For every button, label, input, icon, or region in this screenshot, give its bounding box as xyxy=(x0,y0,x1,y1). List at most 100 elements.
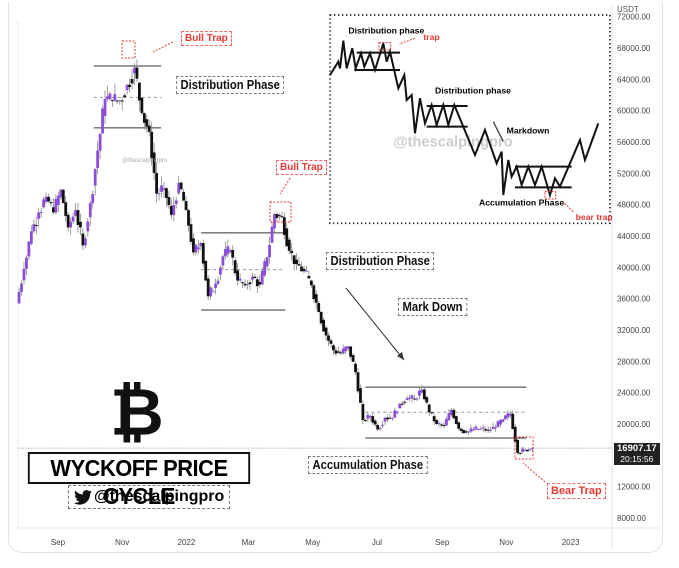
candle-body xyxy=(422,389,426,400)
candle-body xyxy=(108,93,112,100)
candle-body xyxy=(263,261,267,276)
twitter-handle-text: @thescalpingpro xyxy=(94,488,225,505)
candle-body xyxy=(314,294,318,303)
candle-body xyxy=(145,119,149,127)
candle-body xyxy=(106,96,109,99)
candle-body xyxy=(278,215,281,217)
candle-body xyxy=(430,412,434,414)
candle-body xyxy=(128,84,131,88)
candle-body xyxy=(462,429,466,434)
candle-body xyxy=(125,84,129,91)
candle-body xyxy=(341,348,345,354)
candle-body xyxy=(133,67,136,74)
candle-body xyxy=(403,401,407,403)
candle-body xyxy=(513,426,517,442)
inset-bear-trap-label: bear trap xyxy=(576,212,613,222)
candle-body xyxy=(521,448,524,452)
candle-body xyxy=(83,238,87,246)
candle-body xyxy=(503,415,507,420)
candle-body xyxy=(150,131,154,159)
candle-body xyxy=(118,100,122,102)
candle-body xyxy=(528,449,532,451)
y-tick-label: 64000.00 xyxy=(617,75,651,84)
candle-body xyxy=(98,133,102,151)
candle-body xyxy=(408,397,411,399)
candle-body xyxy=(445,419,448,426)
inset-watermark: @thescalpingpro xyxy=(393,135,512,151)
arrow-bull-trap-1 xyxy=(152,41,174,53)
candle-body xyxy=(74,210,77,216)
candle-body xyxy=(96,150,100,169)
candle-body xyxy=(174,200,178,205)
candle-body xyxy=(489,429,493,431)
y-tick-label: 28000.00 xyxy=(617,357,651,366)
candle-body xyxy=(162,188,166,191)
candle-body xyxy=(383,417,387,422)
chart-title: WYCKOFF PRICE CYCLE xyxy=(27,452,251,509)
candle-body xyxy=(425,397,429,403)
candle-body xyxy=(233,260,237,274)
x-tick-label: 2023 xyxy=(562,538,580,547)
candle-body xyxy=(376,425,380,430)
distribution-phase-label-1: Distribution Phase xyxy=(176,76,285,94)
candle-body xyxy=(297,264,301,266)
candle-body xyxy=(231,250,235,258)
candle-body xyxy=(305,270,308,272)
candle-body xyxy=(155,173,158,194)
x-tick-label: Nov xyxy=(115,538,129,547)
candle-body xyxy=(101,108,104,134)
y-tick-label: 32000.00 xyxy=(617,326,651,335)
candle-body xyxy=(405,398,409,400)
candle-body xyxy=(160,185,163,192)
mark-down-label: Mark Down xyxy=(398,298,468,316)
candle-body xyxy=(491,426,495,430)
candle-body xyxy=(268,245,271,258)
inset-price-path xyxy=(329,40,600,199)
countdown: 20:15:56 xyxy=(620,454,654,464)
candle-body xyxy=(37,212,41,219)
chart-watermark: @thescalpingpro xyxy=(122,158,168,164)
candle-body xyxy=(157,193,161,195)
bull-trap-1-box xyxy=(121,40,136,59)
candle-body xyxy=(187,210,190,226)
candle-body xyxy=(280,216,284,218)
inset-accumulation-label: Accumulation Phase xyxy=(479,197,564,207)
candle-body xyxy=(442,425,446,427)
candle-body xyxy=(410,395,414,399)
y-tick-label: 48000.00 xyxy=(617,201,651,210)
candle-body xyxy=(317,303,321,312)
candle-body xyxy=(216,280,220,284)
candle-body xyxy=(199,243,203,247)
wyckoff-inset-diagram: @thescalpingpro Distribution phase trap … xyxy=(329,14,613,225)
candle-body xyxy=(371,416,375,423)
candle-body xyxy=(363,420,367,422)
candle-body xyxy=(435,420,438,424)
candle-body xyxy=(44,196,48,203)
candle-body xyxy=(400,403,404,405)
candle-body xyxy=(447,413,451,421)
candle-body xyxy=(290,250,294,254)
bear-trap-label: Bear Trap xyxy=(547,483,606,499)
candle-body xyxy=(236,270,240,281)
candle-body xyxy=(336,351,340,353)
candle-body xyxy=(420,389,424,393)
markdown-arrow xyxy=(345,287,405,361)
candle-body xyxy=(332,345,335,351)
candle-body xyxy=(64,202,68,217)
candle-body xyxy=(413,398,416,400)
candle-body xyxy=(432,416,436,422)
candle-body xyxy=(270,226,274,243)
candle-body xyxy=(223,249,227,257)
accumulation-phase-label: Accumulation Phase xyxy=(308,456,428,474)
candle-body xyxy=(496,421,500,428)
candle-body xyxy=(138,82,141,101)
candle-body xyxy=(295,259,298,265)
x-tick-label: Sep xyxy=(51,538,66,547)
y-tick-label: 72000.00 xyxy=(617,13,651,22)
candle-body xyxy=(243,283,247,286)
y-tick-label: 60000.00 xyxy=(617,107,651,116)
candle-body xyxy=(282,217,286,236)
candle-body xyxy=(209,287,213,297)
candle-body xyxy=(219,267,222,275)
y-tick-label: 36000.00 xyxy=(617,295,651,304)
